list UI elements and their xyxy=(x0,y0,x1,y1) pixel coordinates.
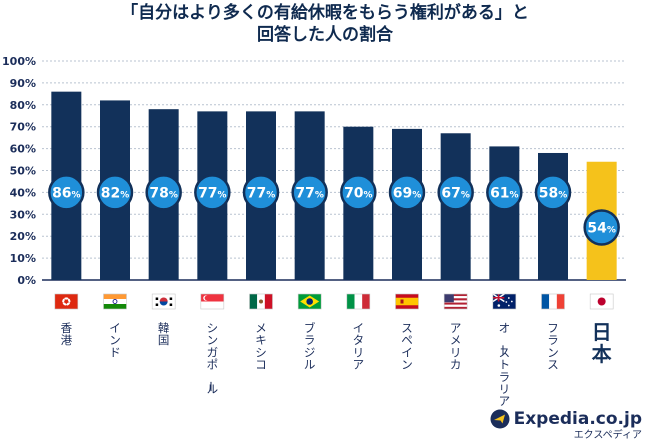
bars xyxy=(51,91,617,281)
y-tick-label: 0% xyxy=(17,274,36,287)
plane-icon xyxy=(490,409,510,429)
flag-singapore-icon xyxy=(200,293,225,310)
flag-italy-icon xyxy=(346,293,371,310)
flag-australia-icon xyxy=(492,293,517,310)
flag-spain-icon xyxy=(395,293,419,310)
value-label-circle xyxy=(194,174,231,211)
value-label-circle xyxy=(242,174,280,211)
value-label-circle xyxy=(388,174,426,211)
expedia-logo: Expedia.co.jp エクスペディア xyxy=(490,409,642,442)
y-tick-label: 90% xyxy=(10,77,36,90)
bar xyxy=(538,152,568,280)
category-label: メキシコ xyxy=(255,321,267,372)
value-label: 67% xyxy=(441,185,470,201)
value-label: 58% xyxy=(539,185,568,201)
flag-france-icon xyxy=(541,293,565,310)
value-label-circle xyxy=(486,174,523,211)
flag-hongkong-icon xyxy=(54,293,79,310)
value-label-circle xyxy=(437,174,474,211)
value-label-circle xyxy=(340,174,377,211)
logo-subtitle: エクスペディア xyxy=(573,430,642,441)
value-label: 77% xyxy=(198,185,227,201)
y-tick-label: 10% xyxy=(10,252,36,265)
value-label-circle xyxy=(145,174,182,211)
category-label: インド xyxy=(109,321,121,359)
category-label: 香港 xyxy=(61,321,73,347)
category-label: ブラジル xyxy=(304,321,316,372)
category-label: アメリカ xyxy=(450,321,462,372)
value-label-circle xyxy=(583,209,620,246)
y-tick-label: 100% xyxy=(2,55,36,68)
category-label: イタリア xyxy=(353,321,365,372)
value-label: 82% xyxy=(101,185,130,201)
title-line-1: 「自分はより多くの有給休暇をもらう権利がある」と xyxy=(121,3,529,23)
value-label: 69% xyxy=(393,185,422,201)
y-tick-label: 20% xyxy=(10,230,36,243)
flag-mexico-icon xyxy=(249,293,273,310)
y-axis: 100% 90% 80% 70% 60% 50% 40% 30% 20% 10% 0% xyxy=(2,55,36,287)
y-tick-label: 60% xyxy=(10,143,36,156)
category-label: フランス xyxy=(547,321,559,372)
flag-japan-icon xyxy=(589,293,614,310)
value-labels: 86% 82% 78% 77% 77% 77% 70% 69% 67% 61% 58% 54% xyxy=(48,174,620,246)
value-label-circle xyxy=(96,174,134,211)
flag-korea-icon xyxy=(151,293,176,310)
category-label: 日本 xyxy=(592,320,612,366)
flag-usa-icon xyxy=(443,293,468,310)
grid-lines xyxy=(42,60,626,281)
chart-title: 「自分はより多くの有給休暇をもらう権利がある」と 回答した人の割合 xyxy=(0,2,650,46)
logo-name: Expedia.co.jp xyxy=(513,409,642,429)
category-label: オーストラリア xyxy=(496,321,511,408)
flags xyxy=(54,293,614,310)
value-label-circle xyxy=(48,174,85,211)
value-label: 78% xyxy=(149,185,178,201)
value-label: 54% xyxy=(587,220,616,236)
y-tick-label: 50% xyxy=(10,165,36,178)
flag-india-icon xyxy=(103,293,127,310)
value-label: 70% xyxy=(344,185,373,201)
title-line-2: 回答した人の割合 xyxy=(257,25,393,45)
value-label-circle xyxy=(534,174,572,211)
category-label: スペイン xyxy=(401,321,413,372)
y-tick-label: 30% xyxy=(10,208,36,221)
category-label: シンガポール xyxy=(204,321,219,396)
category-labels: 香港 インド 韓国 シンガポール メキシコ ブラジル イタリア スペイン アメリカ オーストラリア… xyxy=(61,320,612,408)
value-label: 77% xyxy=(247,185,276,201)
bar xyxy=(489,146,520,280)
flag-brazil-icon xyxy=(297,293,322,310)
y-tick-label: 40% xyxy=(10,186,36,199)
value-label: 61% xyxy=(490,185,519,201)
value-label-circle xyxy=(291,174,328,211)
category-label: 韓国 xyxy=(158,321,170,347)
value-label: 86% xyxy=(52,185,81,201)
y-tick-label: 70% xyxy=(10,121,36,134)
y-tick-label: 80% xyxy=(10,99,36,112)
value-label: 77% xyxy=(295,185,324,201)
